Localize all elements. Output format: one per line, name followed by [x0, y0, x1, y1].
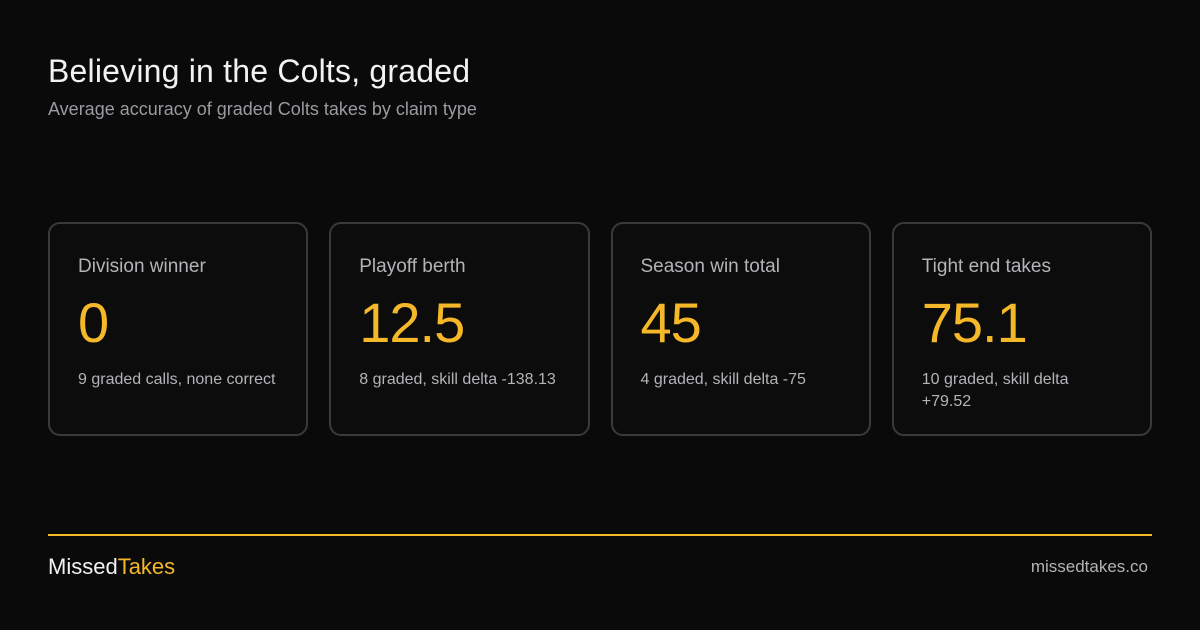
page-title: Believing in the Colts, graded	[48, 53, 471, 89]
site-url: missedtakes.co	[1030, 557, 1148, 576]
stat-card-note: 4 graded, skill delta -75	[640, 371, 806, 388]
stat-card-playoff-berth: Playoff berth 12.5 8 graded, skill delta…	[329, 222, 590, 436]
stat-card-value: 45	[640, 291, 702, 354]
stat-card-label: Division winner	[78, 256, 206, 277]
stat-card-note: 9 graded calls, none correct	[78, 371, 276, 388]
stat-card-value: 75.1	[921, 291, 1028, 354]
brand-name-part: Missed	[48, 554, 118, 579]
stat-card-division-winner: Division winner 0 9 graded calls, none c…	[48, 222, 309, 436]
header: Believing in the Colts, graded Average a…	[48, 52, 477, 120]
brand-logo: MissedTakes	[48, 553, 175, 581]
page-subtitle: Average accuracy of graded Colts takes b…	[48, 99, 477, 119]
stat-cards: Division winner 0 9 graded calls, none c…	[48, 222, 1152, 436]
stat-card-value: 12.5	[359, 291, 465, 354]
stat-card-value: 0	[78, 291, 109, 354]
stat-card-label: Season win total	[640, 256, 780, 277]
stat-card-note: 8 graded, skill delta -138.13	[359, 371, 556, 388]
stat-card-note: 10 graded, skill delta +79.52	[921, 371, 1069, 410]
footer-divider	[48, 534, 1152, 536]
brand-name-accent-part: Takes	[117, 554, 176, 579]
stat-card-season-win-total: Season win total 45 4 graded, skill delt…	[610, 222, 871, 436]
stat-card-label: Playoff berth	[359, 256, 466, 277]
stat-card-label: Tight end takes	[921, 256, 1051, 277]
stat-card-tight-end-takes: Tight end takes 75.1 10 graded, skill de…	[891, 222, 1152, 436]
